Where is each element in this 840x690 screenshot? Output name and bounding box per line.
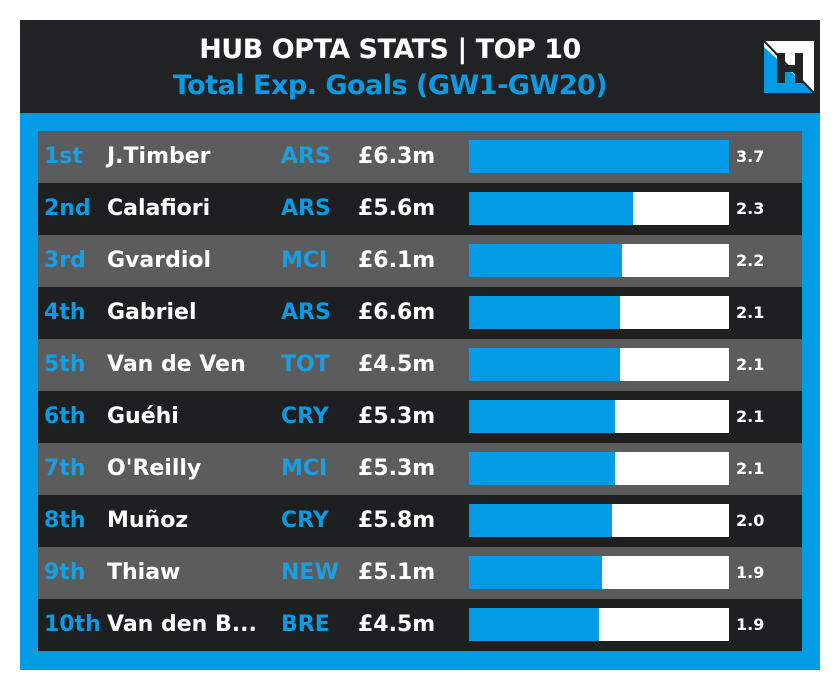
team: NEW [281, 560, 339, 585]
table-row: 9th Thiaw NEW £5.1m 1.9 [38, 547, 802, 599]
table-row: 6th Guéhi CRY £5.3m 2.1 [38, 391, 802, 443]
value: 2.2 [736, 251, 765, 270]
value-bar [469, 296, 729, 329]
table-row: 1st J.Timber ARS £6.3m 3.7 [38, 131, 802, 183]
value: 2.1 [736, 459, 765, 478]
table-row: 3rd Gvardiol MCI £6.1m 2.2 [38, 235, 802, 287]
price: £6.6m [358, 300, 436, 325]
value-bar [469, 556, 729, 589]
player-name: Van de Ven [107, 352, 246, 377]
table-row: 4th Gabriel ARS £6.6m 2.1 [38, 287, 802, 339]
player-name: Gabriel [107, 300, 197, 325]
value: 3.7 [736, 147, 765, 166]
infographic-frame: HUB OPTA STATS | TOP 10 Total Exp. Goals… [20, 20, 820, 670]
value: 2.1 [736, 407, 765, 426]
rank: 8th [44, 508, 86, 533]
price: £6.3m [358, 144, 436, 169]
team: TOT [281, 352, 330, 377]
table-row: 10th Van den B... BRE £4.5m 1.9 [38, 599, 802, 651]
player-name: Thiaw [107, 560, 181, 585]
value-bar-fill [469, 556, 602, 589]
price: £5.6m [358, 196, 436, 221]
team: CRY [281, 508, 329, 533]
value-bar [469, 140, 729, 173]
player-name: Calafiori [107, 196, 211, 221]
price: £4.5m [358, 352, 436, 377]
value-bar [469, 400, 729, 433]
value-bar [469, 452, 729, 485]
value-bar-fill [469, 296, 620, 329]
value-bar-fill [469, 452, 615, 485]
rank: 5th [44, 352, 86, 377]
value-bar-fill [469, 244, 623, 277]
table-row: 7th O'Reilly MCI £5.3m 2.1 [38, 443, 802, 495]
rank: 4th [44, 300, 86, 325]
value-bar [469, 244, 729, 277]
team: CRY [281, 404, 329, 429]
rank: 2nd [44, 196, 91, 221]
value: 1.9 [736, 563, 765, 582]
price: £6.1m [358, 248, 436, 273]
price: £5.3m [358, 404, 436, 429]
rank: 10th [44, 612, 101, 637]
team: MCI [281, 456, 328, 481]
page-title: HUB OPTA STATS | TOP 10 [199, 34, 581, 65]
value-bar [469, 192, 729, 225]
value-bar-fill [469, 504, 612, 537]
value: 2.1 [736, 355, 765, 374]
team: BRE [281, 612, 330, 637]
team: ARS [281, 196, 331, 221]
value-bar-fill [469, 400, 615, 433]
rank: 3rd [44, 248, 86, 273]
hub-logo-icon [763, 40, 815, 94]
header: HUB OPTA STATS | TOP 10 Total Exp. Goals… [20, 20, 820, 113]
rank: 7th [44, 456, 86, 481]
team: MCI [281, 248, 328, 273]
value-bar-fill [469, 608, 599, 641]
value-bar [469, 348, 729, 381]
player-name: O'Reilly [107, 456, 202, 481]
table-row: 5th Van de Ven TOT £4.5m 2.1 [38, 339, 802, 391]
value-bar-fill [469, 140, 729, 173]
price: £5.3m [358, 456, 436, 481]
value: 2.3 [736, 199, 765, 218]
value: 2.0 [736, 511, 765, 530]
value-bar [469, 504, 729, 537]
price: £5.8m [358, 508, 436, 533]
table-row: 2nd Calafiori ARS £5.6m 2.3 [38, 183, 802, 235]
value-bar-fill [469, 348, 620, 381]
value-bar [469, 608, 729, 641]
team: ARS [281, 300, 331, 325]
value: 2.1 [736, 303, 765, 322]
rank: 6th [44, 404, 86, 429]
player-name: Muñoz [107, 508, 189, 533]
team: ARS [281, 144, 331, 169]
price: £4.5m [358, 612, 436, 637]
table-row: 8th Muñoz CRY £5.8m 2.0 [38, 495, 802, 547]
ranking-table: 1st J.Timber ARS £6.3m 3.7 2nd Calafiori… [38, 131, 802, 651]
player-name: J.Timber [107, 144, 211, 169]
value: 1.9 [736, 615, 765, 634]
player-name: Van den B... [107, 612, 257, 637]
rank: 1st [44, 144, 83, 169]
rank: 9th [44, 560, 86, 585]
player-name: Gvardiol [107, 248, 212, 273]
price: £5.1m [358, 560, 436, 585]
page-subtitle: Total Exp. Goals (GW1-GW20) [172, 70, 608, 101]
value-bar-fill [469, 192, 633, 225]
player-name: Guéhi [107, 404, 179, 429]
